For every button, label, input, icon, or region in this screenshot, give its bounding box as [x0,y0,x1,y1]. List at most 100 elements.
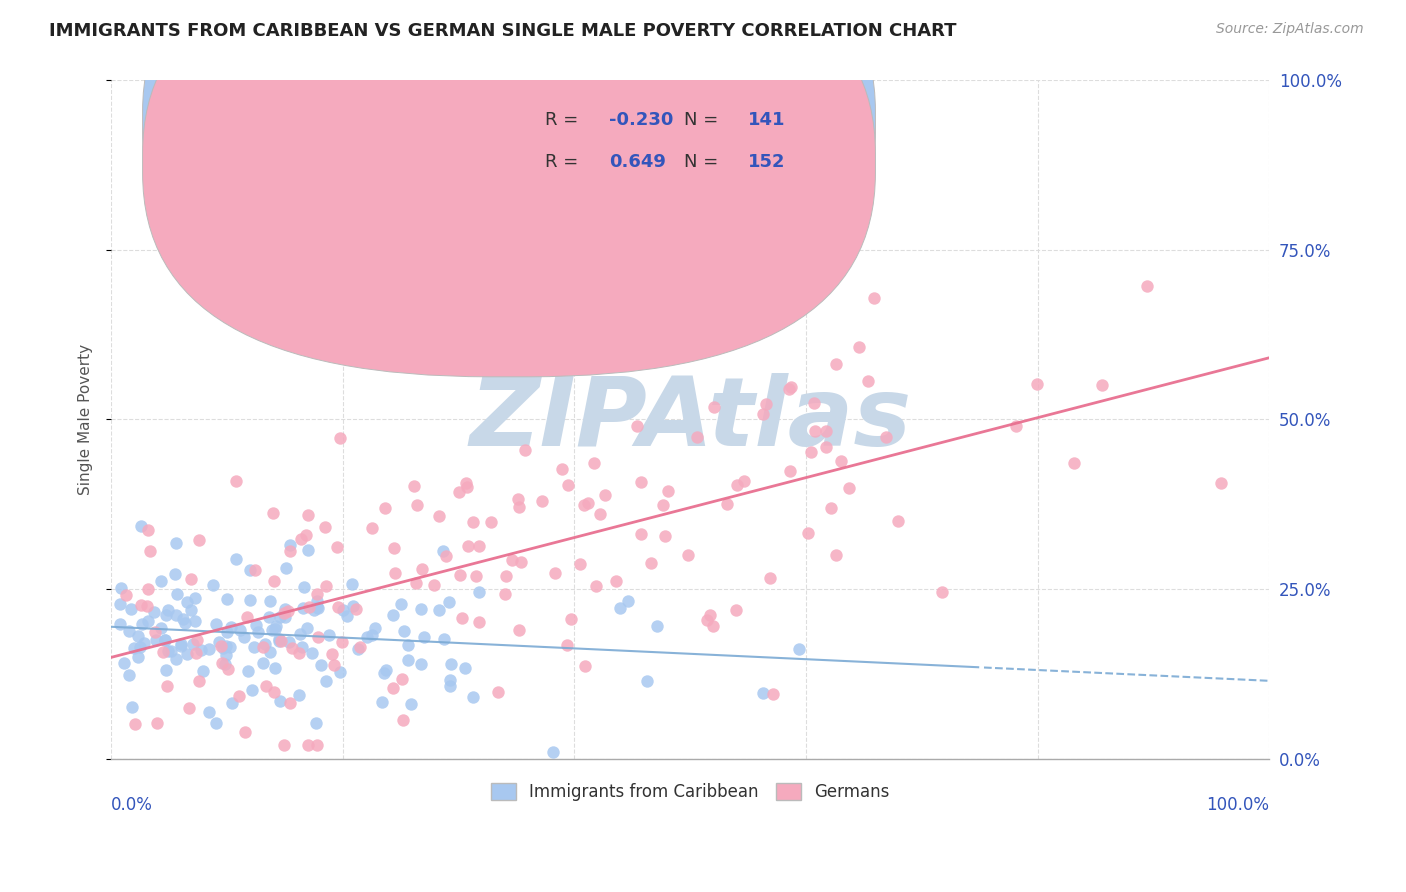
Point [630,527,652,541]
Point [356,631,378,645]
Point [190,643,212,657]
Point [751,407,773,421]
Point [263,661,285,675]
Text: N =: N = [685,112,718,129]
Point [1063,456,1085,470]
Point [264,619,287,633]
Point [837,481,859,495]
Point [461,515,484,529]
Point [751,686,773,700]
Point [180,603,202,617]
Point [159,643,181,657]
Text: R =: R = [546,153,579,171]
Point [582,457,605,471]
Point [725,478,748,492]
Point [115,589,138,603]
Point [820,501,842,516]
Point [110,581,132,595]
Point [228,689,250,703]
Point [513,443,536,458]
Y-axis label: Single Male Poverty: Single Male Poverty [79,343,93,495]
Point [401,698,423,712]
Point [257,610,280,624]
Point [779,464,801,478]
Point [468,615,491,629]
Point [391,672,413,686]
Point [179,700,201,714]
Point [172,612,194,626]
Point [290,627,312,641]
Point [124,640,146,655]
Point [716,497,738,511]
Point [389,597,412,611]
Point [509,555,531,569]
Point [108,616,131,631]
Point [215,591,238,606]
Point [364,621,387,635]
Point [702,619,724,633]
Point [453,661,475,675]
Point [259,645,281,659]
Point [1136,279,1159,293]
Point [585,579,607,593]
Point [155,607,177,622]
Point [243,640,266,655]
Point [157,644,180,658]
Point [259,594,281,608]
Point [278,635,301,649]
Text: 141: 141 [748,112,786,129]
Point [191,664,214,678]
Point [396,638,419,652]
Point [654,529,676,543]
Point [321,648,343,662]
Point [269,610,291,624]
Text: IMMIGRANTS FROM CARIBBEAN VS GERMAN SINGLE MALE POVERTY CORRELATION CHART: IMMIGRANTS FROM CARIBBEAN VS GERMAN SING… [49,22,956,40]
Point [381,608,404,623]
Point [136,523,159,537]
Point [297,621,319,635]
Point [645,619,668,633]
Point [541,745,564,759]
Point [595,488,617,502]
Point [630,475,652,489]
Point [640,556,662,570]
Point [277,604,299,618]
Point [208,635,231,649]
Point [449,568,471,582]
Point [411,562,433,576]
Point [225,552,247,566]
Point [245,618,267,632]
Point [273,738,295,752]
Point [302,602,325,616]
Point [276,561,298,575]
Point [110,597,132,611]
Point [605,574,627,588]
Point [197,705,219,719]
Point [252,640,274,655]
Point [186,633,208,648]
Point [344,602,367,616]
Point [269,633,291,648]
Point [508,623,530,637]
Point [118,624,141,639]
Point [396,653,419,667]
Point [432,544,454,558]
Point [678,548,700,562]
Point [143,605,166,619]
Point [780,380,803,394]
Point [201,578,224,592]
Point [437,595,460,609]
Point [432,632,454,646]
Point [290,532,312,546]
Point [128,640,150,655]
Point [373,665,395,680]
Point [392,624,415,639]
Point [439,679,461,693]
Point [262,623,284,637]
Point [886,514,908,528]
Point [187,533,209,547]
Point [305,738,328,752]
Point [305,594,328,608]
Point [238,664,260,678]
Point [138,582,160,596]
